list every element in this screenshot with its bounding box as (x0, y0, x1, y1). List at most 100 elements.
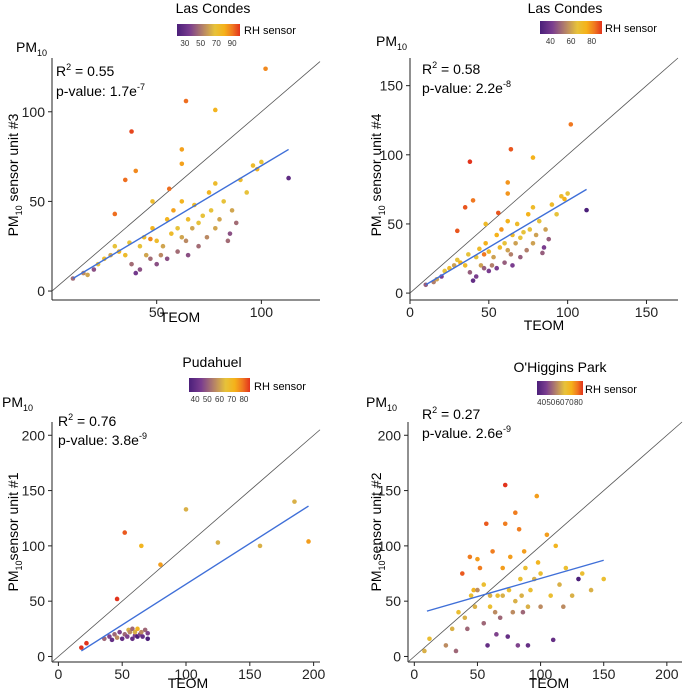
panel-3-xlabel: TEOM (168, 675, 208, 691)
identity-line (407, 421, 683, 663)
data-point (533, 232, 539, 238)
data-point (579, 571, 585, 576)
data-point (139, 543, 144, 549)
data-point (109, 637, 115, 643)
data-point (189, 225, 195, 231)
data-point (85, 272, 90, 278)
data-point (462, 263, 468, 268)
data-point (494, 232, 500, 238)
x-tick-label: 0 (406, 304, 414, 320)
data-point (530, 155, 536, 160)
rh-legend-tick: 80 (587, 37, 596, 46)
data-point (508, 252, 514, 257)
data-point (130, 626, 135, 632)
data-point (588, 587, 594, 593)
data-point (557, 582, 562, 587)
data-point (471, 587, 476, 593)
data-point (530, 241, 536, 246)
data-point (513, 241, 518, 246)
data-point (550, 637, 556, 643)
rh-legend-ticks: 40 50 60 70 80 (191, 395, 249, 404)
data-point (472, 604, 478, 610)
data-point (233, 220, 239, 226)
data-point (521, 549, 527, 554)
data-point (473, 274, 479, 279)
data-point (506, 587, 512, 593)
data-point (528, 587, 533, 593)
data-point (541, 245, 547, 250)
data-point (150, 199, 155, 204)
data-point (490, 549, 495, 554)
data-point (257, 543, 263, 549)
data-point (561, 604, 566, 610)
data-point (179, 161, 185, 167)
x-tick-label: 0 (410, 666, 418, 682)
data-point (196, 243, 201, 249)
rh-legend-tick: 80 (574, 398, 583, 407)
fit-line (425, 188, 587, 286)
data-point (487, 604, 493, 610)
fit-line (72, 148, 289, 280)
data-point (523, 565, 528, 571)
x-tick-label: 100 (556, 304, 580, 320)
panel-4-pvalue: p-value. 2.6e-9 (422, 424, 511, 441)
data-point (510, 609, 516, 615)
rh-legend-tick: 50 (546, 398, 555, 407)
data-point (449, 626, 455, 632)
data-point (160, 243, 166, 249)
data-point (453, 648, 459, 654)
data-point (486, 249, 492, 254)
panel-2-ylabel: PM10 sensor unit #4 (368, 113, 387, 236)
y-tick-label: 50 (387, 216, 403, 232)
data-point (466, 252, 471, 257)
data-point (175, 225, 180, 231)
data-point (454, 228, 460, 234)
data-point (154, 261, 159, 267)
data-point (467, 554, 473, 560)
data-point (133, 168, 139, 174)
y-tick-label: 100 (22, 538, 46, 554)
panel-2-xlabel: TEOM (524, 317, 564, 333)
x-tick-label: 100 (174, 666, 198, 682)
data-point (132, 629, 138, 635)
x-tick-label: 200 (302, 666, 326, 682)
data-point (481, 265, 487, 271)
rh-legend-ticks: 30 50 70 90 (180, 39, 237, 48)
fit-line (426, 559, 604, 612)
data-point (544, 532, 550, 538)
panel-1-title: Las Condes (176, 0, 251, 16)
data-point (140, 634, 145, 639)
data-point (489, 263, 495, 268)
data-point (569, 593, 575, 598)
data-point (518, 576, 523, 582)
data-point (148, 256, 153, 262)
data-point (549, 202, 555, 207)
data-point (536, 218, 542, 224)
data-point (601, 576, 607, 582)
data-point (521, 229, 526, 235)
data-point (500, 593, 506, 598)
data-point (565, 191, 570, 196)
identity-line (51, 61, 321, 292)
panel-4-pm-label: PM10 (366, 394, 397, 413)
data-point (462, 615, 468, 621)
data-point (520, 609, 526, 615)
data-point (524, 247, 529, 253)
data-point (538, 604, 543, 610)
data-point (454, 257, 460, 263)
data-point (535, 560, 541, 565)
y-tick-label: 150 (378, 483, 402, 499)
data-point (483, 221, 488, 227)
data-point (495, 593, 500, 598)
data-point (465, 626, 470, 632)
panel-2-legend: RH sensor 40 60 80 (540, 21, 657, 46)
panel-4-xlabel: TEOM (529, 675, 569, 691)
data-point (208, 208, 214, 213)
rh-legend-ticks: 40 60 80 (546, 37, 597, 46)
data-point (527, 227, 533, 232)
data-point (200, 213, 206, 219)
data-point (166, 186, 172, 192)
data-point (213, 181, 218, 186)
data-point (502, 260, 507, 265)
data-point (500, 565, 506, 571)
